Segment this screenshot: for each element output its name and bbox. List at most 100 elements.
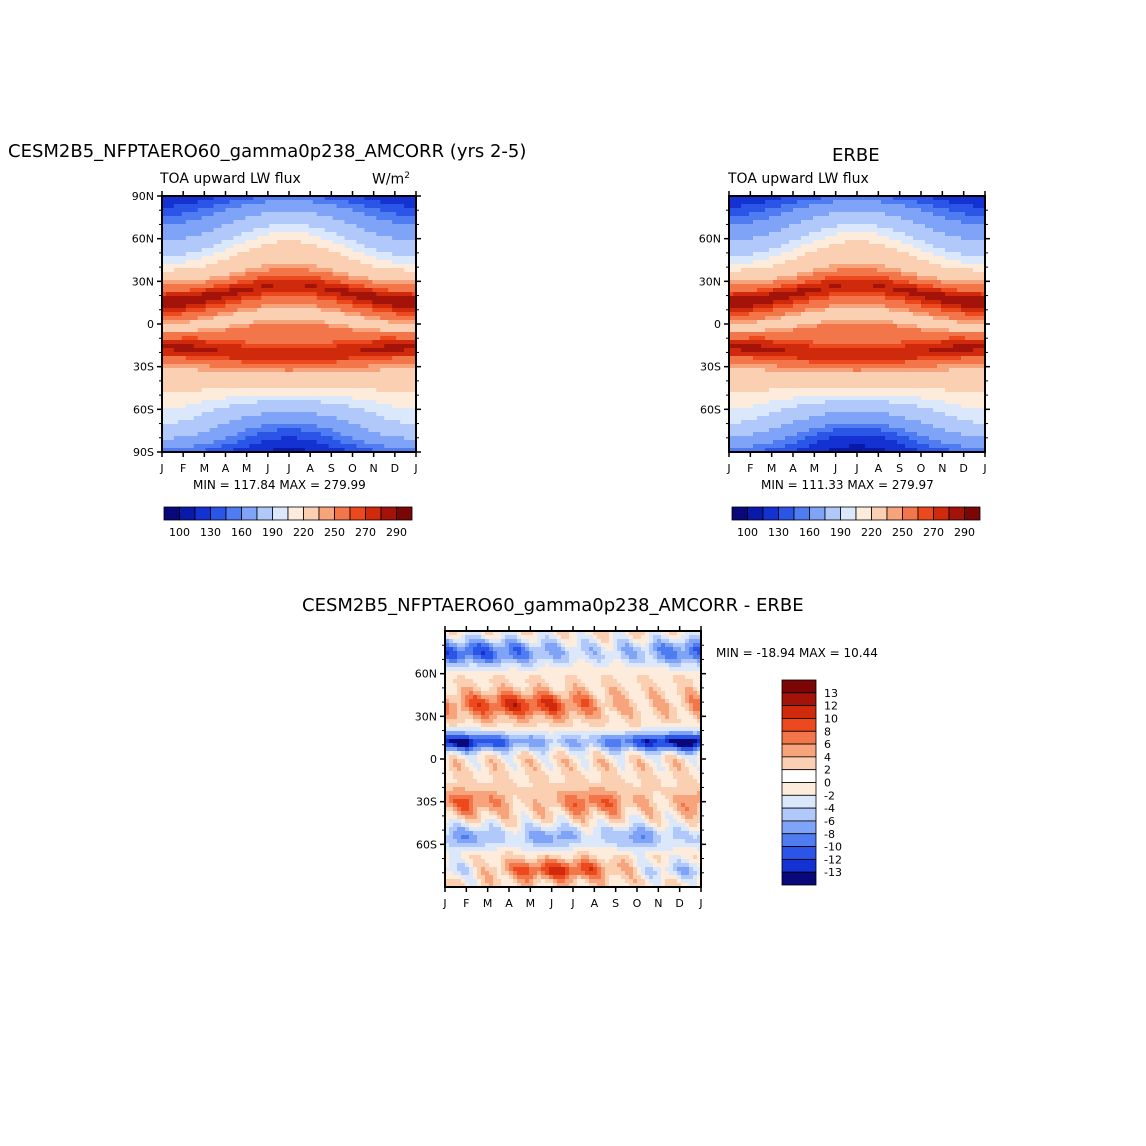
contour-cell [332,348,338,353]
contour-cell [253,196,258,201]
contour-cell [249,268,254,273]
contour-cell [376,348,381,353]
contour-cell [344,448,350,453]
contour-cell [229,300,235,305]
contour-cell [162,236,167,241]
contour-cell [761,232,766,237]
contour-cell [873,200,878,205]
contour-cell [348,384,354,389]
contour-cell [197,304,203,309]
contour-cell [233,412,239,417]
contour-cell [396,392,401,397]
contour-cell [372,260,377,265]
contour-cell [205,400,211,405]
contour-cell [217,256,223,261]
contour-cell [356,360,362,365]
contour-cell [289,256,294,261]
contour-cell [412,400,417,405]
contour-cell [400,244,405,249]
contour-cell [328,272,334,277]
contour-cell [348,288,354,293]
contour-cell [388,224,393,229]
contour-cell [292,208,298,213]
contour-cell [177,304,183,309]
contour-cell [221,204,227,209]
contour-cell [388,344,393,349]
contour-cell [857,220,862,225]
contour-cell [261,384,266,389]
contour-cell [396,352,401,357]
contour-cell [265,416,270,421]
contour-cell [249,412,254,417]
contour-cell [360,300,366,305]
contour-cell [825,212,830,217]
contour-cell [269,404,274,409]
contour-cell [412,272,417,277]
contour-cell [181,220,187,225]
contour-cell [193,360,199,365]
contour-cell [380,372,385,377]
contour-cell [332,288,338,293]
contour-cell [360,372,366,377]
contour-cell [348,228,354,233]
contour-cell [412,292,417,297]
y-tick-label: 60N [132,233,154,246]
contour-cell [853,196,858,201]
contour-cell [233,272,239,277]
contour-cell [332,408,338,413]
contour-cell [273,384,278,389]
contour-cell [909,236,914,241]
contour-cell [340,200,346,205]
contour-cell [217,356,223,361]
contour-cell [213,224,219,229]
contour-cell [261,440,266,445]
contour-cell [162,440,167,445]
contour-cell [249,244,254,249]
contour-cell [392,236,397,241]
contour-cell [372,308,377,313]
contour-cell [368,240,373,245]
contour-cell [384,432,389,437]
contour-cell [312,204,318,209]
contour-cell [261,212,266,217]
contour-cell [241,308,246,313]
contour-cell [949,200,954,205]
contour-cell [249,384,254,389]
contour-cell [261,308,266,313]
contour-cell [344,380,350,385]
contour-cell [765,204,770,209]
contour-cell [169,236,175,241]
contour-cell [324,388,330,393]
contour-cell [400,440,405,445]
contour-cell [181,216,187,221]
contour-cell [300,308,306,313]
contour-cell [793,200,798,205]
contour-cell [281,300,286,305]
contour-cell [189,376,195,381]
contour-cell [905,240,910,245]
contour-cell [221,356,227,361]
contour-cell [336,212,342,217]
contour-cell [233,256,239,261]
contour-cell [225,252,231,257]
contour-cell [348,428,354,433]
contour-cell [221,212,227,217]
contour-cell [229,408,235,413]
contour-cell [741,204,746,209]
contour-cell [189,292,195,297]
contour-cell [400,268,405,273]
contour-cell [281,328,286,333]
contour-cell [861,240,866,245]
contour-cell [197,300,203,305]
contour-cell [372,340,377,345]
contour-cell [336,448,342,453]
contour-cell [332,228,338,233]
contour-cell [312,268,318,273]
contour-cell [340,432,346,437]
contour-cell [881,216,886,221]
contour-cell [308,300,314,305]
contour-cell [853,240,858,245]
contour-cell [162,232,167,237]
contour-cell [917,212,922,217]
